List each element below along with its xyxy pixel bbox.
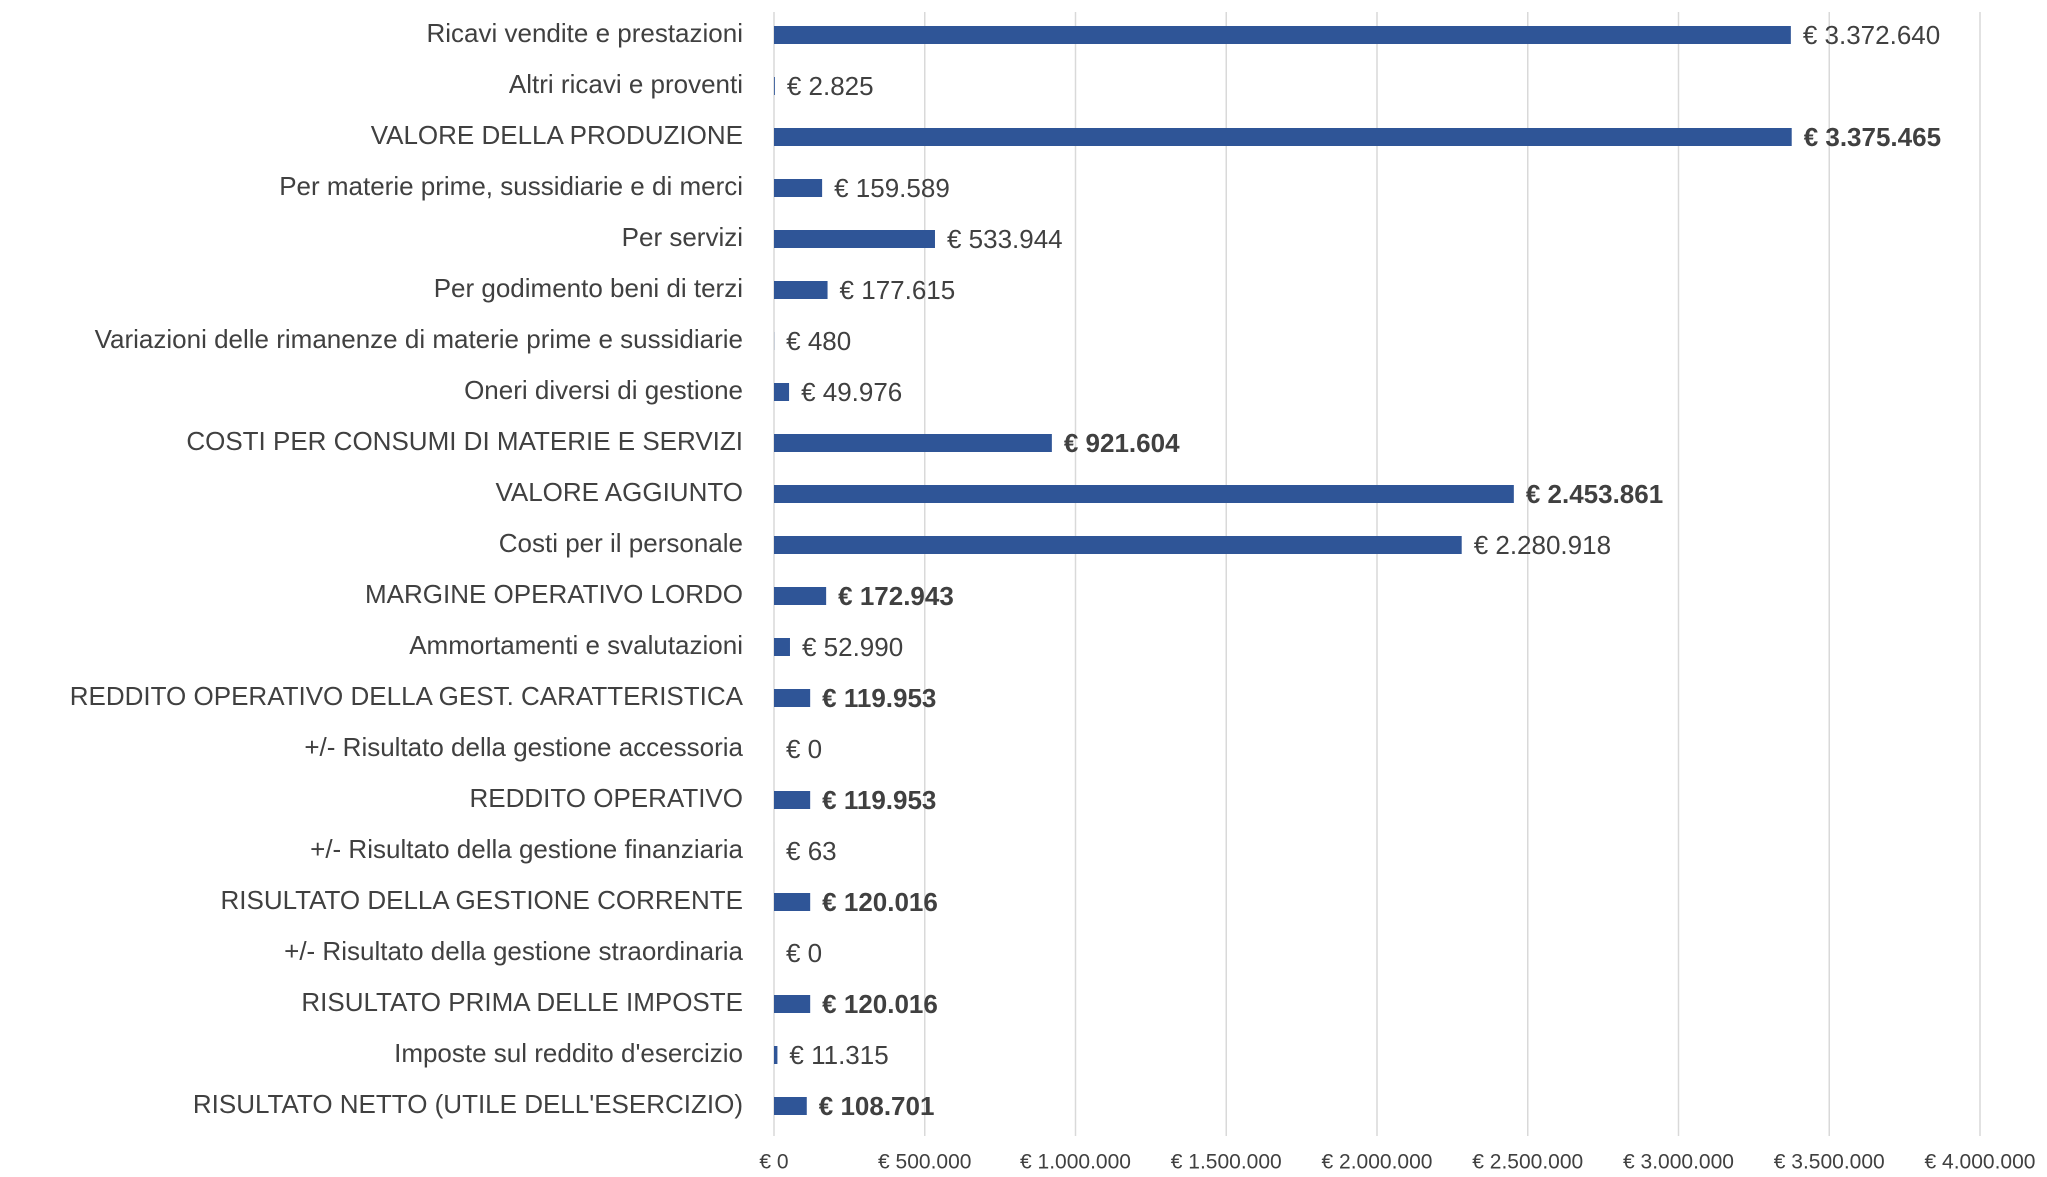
bar — [774, 638, 790, 656]
bar — [774, 893, 811, 911]
x-tick-label: € 2.000.000 — [1322, 1151, 1433, 1174]
y-tick-label: Per servizi — [622, 222, 743, 252]
bar — [774, 26, 1791, 44]
bar — [774, 77, 775, 95]
y-tick-label: RISULTATO NETTO (UTILE DELL'ESERCIZIO) — [193, 1089, 743, 1119]
y-tick-label: Costi per il personale — [499, 528, 743, 558]
value-label: € 2.280.918 — [1474, 530, 1611, 560]
value-label: € 0 — [786, 938, 822, 968]
y-tick-label: MARGINE OPERATIVO LORDO — [365, 579, 743, 609]
value-label: € 2.453.861 — [1526, 479, 1663, 509]
value-label: € 52.990 — [802, 632, 903, 662]
value-label: € 0 — [786, 734, 822, 764]
bar — [774, 587, 827, 605]
y-tick-label: +/- Risultato della gestione accessoria — [304, 732, 743, 762]
bar — [774, 128, 1792, 146]
x-tick-label: € 2.500.000 — [1472, 1151, 1583, 1174]
y-tick-label: Oneri diversi di gestione — [464, 375, 743, 405]
value-label: € 119.953 — [822, 785, 936, 815]
y-tick-label: RISULTATO DELLA GESTIONE CORRENTE — [220, 885, 743, 915]
bar — [774, 791, 811, 809]
bar — [774, 434, 1052, 452]
value-label: € 3.375.465 — [1804, 122, 1941, 152]
value-label: € 11.315 — [789, 1040, 888, 1070]
y-tick-label: COSTI PER CONSUMI DI MATERIE E SERVIZI — [186, 426, 743, 456]
y-tick-label: VALORE DELLA PRODUZIONE — [371, 120, 743, 150]
bar — [774, 383, 790, 401]
y-tick-label: Ricavi vendite e prestazioni — [427, 18, 744, 48]
bar — [774, 179, 823, 197]
bar — [774, 230, 935, 248]
bar — [774, 995, 811, 1013]
value-label: € 2.825 — [787, 71, 874, 101]
x-tick-label: € 1.500.000 — [1171, 1151, 1282, 1174]
value-label: € 533.944 — [947, 224, 1063, 254]
y-tick-label: REDDITO OPERATIVO — [469, 783, 743, 813]
x-tick-label: € 3.000.000 — [1623, 1151, 1734, 1174]
bar — [774, 689, 811, 707]
y-tick-label: Altri ricavi e proventi — [509, 69, 743, 99]
y-tick-label: RISULTATO PRIMA DELLE IMPOSTE — [301, 987, 743, 1017]
value-label: € 480 — [786, 326, 851, 356]
y-tick-label: REDDITO OPERATIVO DELLA GEST. CARATTERIS… — [70, 681, 744, 711]
value-label: € 108.701 — [819, 1091, 935, 1121]
value-label: € 120.016 — [822, 989, 938, 1019]
y-tick-label: +/- Risultato della gestione straordinar… — [284, 936, 743, 966]
value-label: € 119.953 — [822, 683, 936, 713]
value-label: € 3.372.640 — [1803, 20, 1940, 50]
x-tick-label: € 4.000.000 — [1925, 1151, 2036, 1174]
value-label: € 49.976 — [801, 377, 902, 407]
bar — [774, 536, 1462, 554]
x-tick-label: € 500.000 — [878, 1151, 971, 1174]
y-tick-label: +/- Risultato della gestione finanziaria — [310, 834, 743, 864]
y-tick-label: Per godimento beni di terzi — [434, 273, 743, 303]
value-label: € 120.016 — [822, 887, 938, 917]
x-tick-label: € 0 — [759, 1151, 788, 1174]
value-label: € 921.604 — [1064, 428, 1180, 458]
value-label: € 172.943 — [838, 581, 954, 611]
bar — [774, 281, 828, 299]
x-tick-label: € 1.000.000 — [1020, 1151, 1131, 1174]
y-tick-label: Variazioni delle rimanenze di materie pr… — [95, 324, 743, 354]
y-tick-label: Ammortamenti e svalutazioni — [409, 630, 743, 660]
bar — [774, 1097, 807, 1115]
value-label: € 177.615 — [840, 275, 956, 305]
y-tick-label: VALORE AGGIUNTO — [495, 477, 743, 507]
value-label: € 63 — [786, 836, 837, 866]
x-tick-label: € 3.500.000 — [1774, 1151, 1885, 1174]
bar — [774, 1046, 778, 1064]
y-tick-label: Per materie prime, sussidiarie e di merc… — [279, 171, 743, 201]
value-label: € 159.589 — [834, 173, 950, 203]
y-tick-label: Imposte sul reddito d'esercizio — [394, 1038, 743, 1068]
bar — [774, 485, 1514, 503]
